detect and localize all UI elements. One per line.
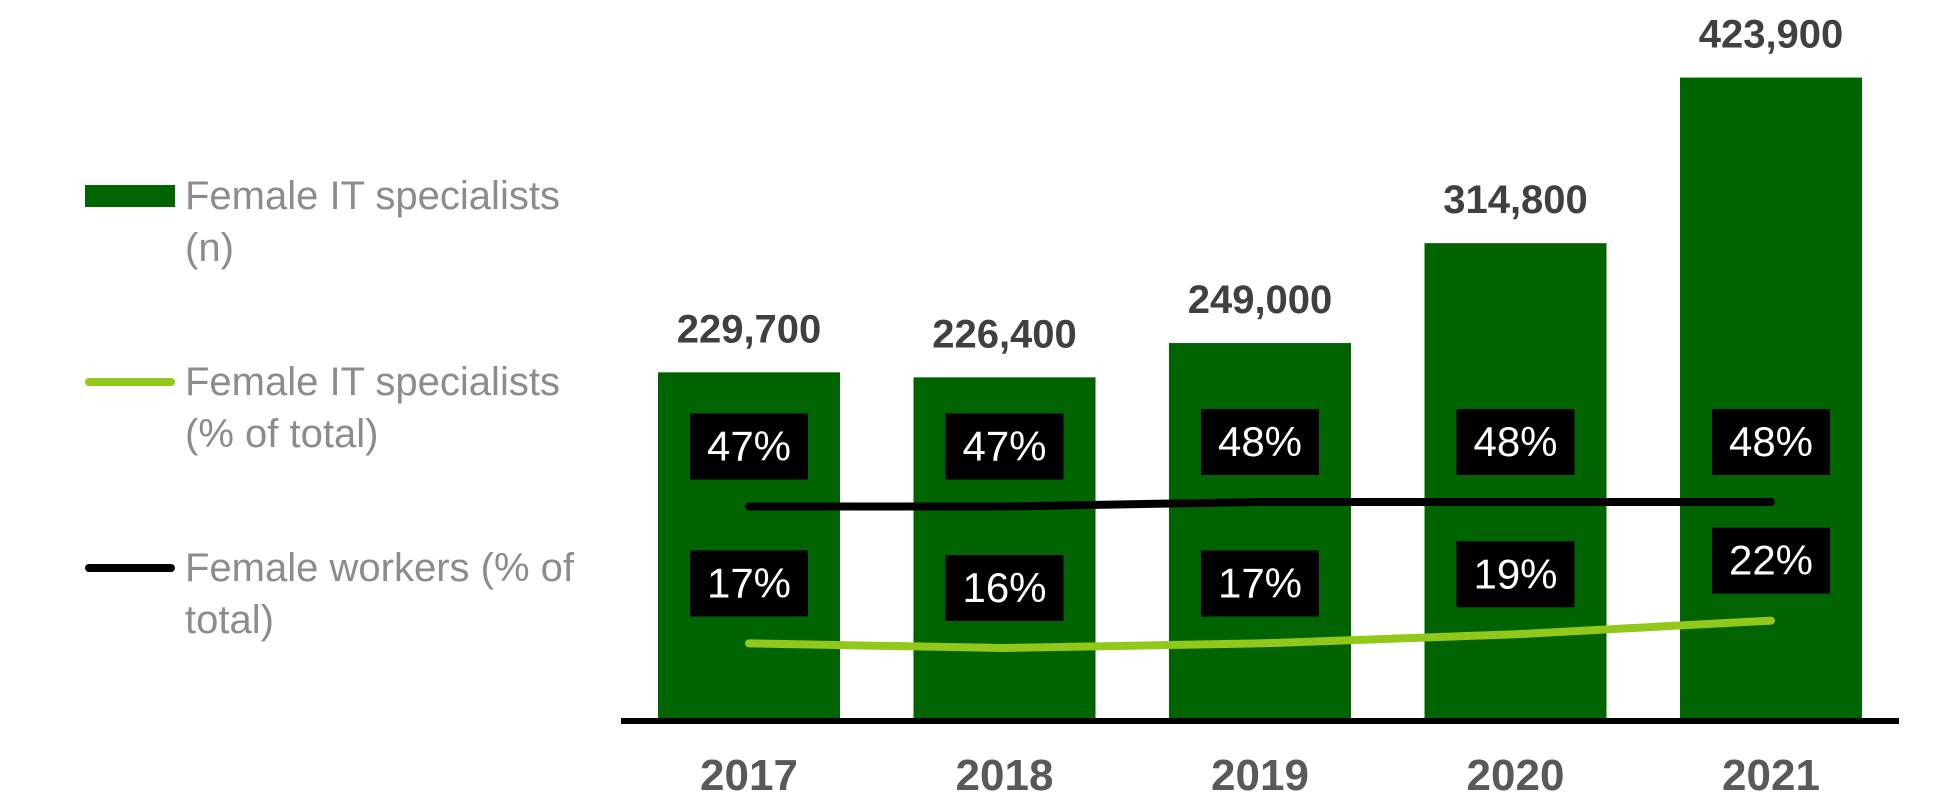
x-tick-label: 2020	[1467, 751, 1565, 800]
value-label-box	[1456, 408, 1575, 475]
bar	[1680, 77, 1862, 721]
line-value-label: 16%	[962, 564, 1046, 611]
line-series	[745, 497, 1775, 511]
line-value-label: 17%	[707, 559, 791, 606]
line-value-label: 47%	[962, 423, 1046, 470]
legend-item: Female IT specialists (% of total)	[85, 356, 585, 460]
bar-value-label: 423,900	[1699, 13, 1844, 57]
legend-swatch	[85, 185, 175, 207]
bar-value-label: 314,800	[1443, 178, 1588, 222]
value-label-box	[1712, 408, 1830, 475]
legend-item: Female workers (% of total)	[85, 542, 585, 646]
value-label-box	[690, 550, 808, 617]
value-label-box	[1201, 408, 1319, 475]
bar-value-label: 249,000	[1188, 278, 1333, 322]
bar	[1424, 243, 1607, 721]
legend-label: Female workers (% of total)	[185, 546, 574, 642]
line-value-label: 19%	[1473, 550, 1557, 597]
line-value-label: 48%	[1729, 418, 1813, 465]
bar	[1169, 343, 1351, 721]
value-label-box	[690, 413, 808, 480]
legend-swatch	[85, 564, 175, 572]
legend-item: Female IT specialists (n)	[85, 170, 585, 274]
value-label-box	[945, 413, 1064, 480]
legend-swatch	[85, 378, 175, 386]
legend-label: Female IT specialists (% of total)	[185, 360, 560, 456]
value-label-box	[1456, 541, 1575, 608]
legend-label: Female IT specialists (n)	[185, 174, 560, 270]
x-tick-label: 2021	[1722, 751, 1820, 800]
bar-value-label: 229,700	[677, 307, 822, 351]
line-value-label: 17%	[1218, 559, 1302, 606]
bar-value-label: 226,400	[932, 312, 1077, 356]
value-label-box	[1201, 550, 1319, 617]
x-tick-label: 2017	[700, 751, 798, 800]
line-value-label: 47%	[707, 423, 791, 470]
x-tick-label: 2018	[956, 751, 1054, 800]
value-label-box	[1712, 527, 1830, 594]
line-value-label: 22%	[1729, 537, 1813, 584]
x-tick-label: 2019	[1211, 751, 1309, 800]
value-label-box	[945, 554, 1064, 621]
line-value-label: 48%	[1218, 418, 1302, 465]
line-series	[745, 616, 1775, 652]
line-value-label: 48%	[1473, 418, 1557, 465]
